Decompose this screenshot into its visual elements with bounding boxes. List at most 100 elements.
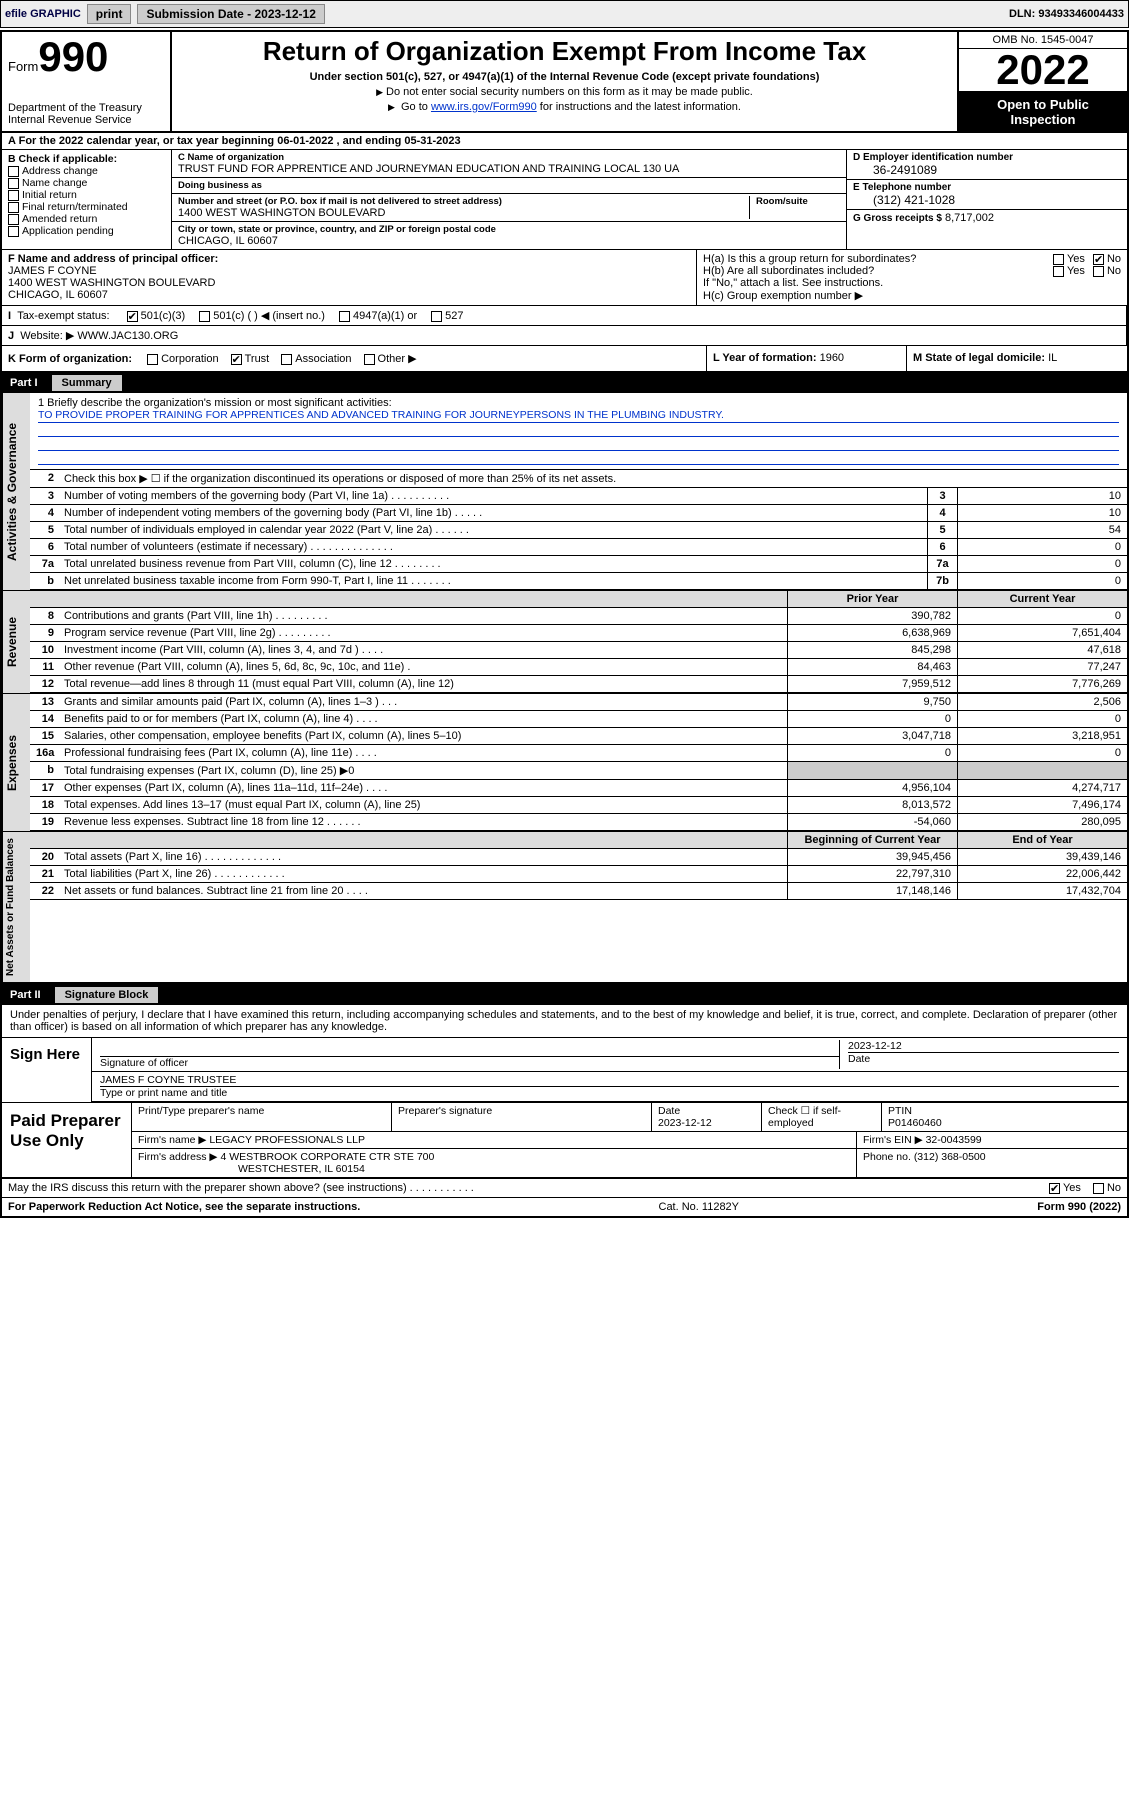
line-num: 20: [30, 849, 60, 865]
current-value: 7,651,404: [957, 625, 1127, 641]
hb-note: If "No," attach a list. See instructions…: [703, 277, 1121, 289]
tax-status-checkbox[interactable]: [431, 311, 442, 322]
fin-row: 14Benefits paid to or for members (Part …: [30, 711, 1127, 728]
line-num: 6: [30, 539, 60, 555]
line-value: 54: [957, 522, 1127, 538]
sig-declaration: Under penalties of perjury, I declare th…: [2, 1005, 1127, 1038]
org-name: TRUST FUND FOR APPRENTICE AND JOURNEYMAN…: [178, 163, 840, 175]
line-text: Total assets (Part X, line 16) . . . . .…: [60, 849, 787, 865]
current-value: 7,776,269: [957, 676, 1127, 692]
tax-status-checkbox[interactable]: [199, 311, 210, 322]
form-org-checkbox[interactable]: [147, 354, 158, 365]
ha-no-checkbox[interactable]: [1093, 254, 1104, 265]
submission-date-button[interactable]: Submission Date - 2023-12-12: [137, 4, 324, 24]
open-inspection: Open to Public Inspection: [959, 93, 1127, 131]
mission-label: 1 Briefly describe the organization's mi…: [38, 397, 1119, 409]
dba-label: Doing business as: [178, 180, 840, 191]
current-value: 39,439,146: [957, 849, 1127, 865]
discuss-no-checkbox[interactable]: [1093, 1183, 1104, 1194]
box-c: C Name of organization TRUST FUND FOR AP…: [172, 150, 847, 249]
firm-name: LEGACY PROFESSIONALS LLP: [209, 1134, 365, 1146]
prior-value: 4,956,104: [787, 780, 957, 796]
checkbox-icon[interactable]: [8, 190, 19, 201]
may-discuss-text: May the IRS discuss this return with the…: [8, 1182, 1049, 1194]
box-h: H(a) Is this a group return for subordin…: [697, 250, 1127, 305]
line-text: Number of voting members of the governin…: [60, 488, 927, 504]
line-num: 2: [30, 470, 60, 487]
may-discuss-row: May the IRS discuss this return with the…: [2, 1179, 1127, 1198]
current-value: 0: [957, 608, 1127, 624]
line-num: 10: [30, 642, 60, 658]
line-value: 0: [957, 539, 1127, 555]
prep-selfemp: Check ☐ if self-employed: [762, 1103, 882, 1131]
part2-num: Part II: [10, 989, 51, 1001]
prior-value: 6,638,969: [787, 625, 957, 641]
line-value: 10: [957, 488, 1127, 504]
line-num: 15: [30, 728, 60, 744]
form-990: Form 990 Department of the Treasury Inte…: [0, 30, 1129, 1218]
box-b-option: Amended return: [8, 213, 165, 225]
tax-status-checkbox[interactable]: [127, 311, 138, 322]
box-b-header: B Check if applicable:: [8, 153, 165, 165]
mission-line2: [38, 423, 1119, 437]
checkbox-icon[interactable]: [8, 202, 19, 213]
line-text: Program service revenue (Part VIII, line…: [60, 625, 787, 641]
box-b-option: Address change: [8, 165, 165, 177]
form-org-checkbox[interactable]: [231, 354, 242, 365]
fin-row: 20Total assets (Part X, line 16) . . . .…: [30, 849, 1127, 866]
org-name-label: C Name of organization: [178, 152, 840, 163]
vtab-expenses: Expenses: [2, 694, 30, 831]
efile-label[interactable]: efile GRAPHIC: [5, 8, 81, 20]
prior-value: 9,750: [787, 694, 957, 710]
form-label: Form: [8, 59, 38, 74]
sig-date-label: Date: [848, 1052, 1119, 1065]
line-num: 9: [30, 625, 60, 641]
checkbox-icon[interactable]: [8, 178, 19, 189]
vtab-governance: Activities & Governance: [2, 393, 30, 590]
current-value: 7,496,174: [957, 797, 1127, 813]
box-b-option: Initial return: [8, 189, 165, 201]
line-num: 4: [30, 505, 60, 521]
ptin-hdr: PTIN: [888, 1105, 1121, 1117]
officer-name: JAMES F COYNE: [8, 265, 690, 277]
line-text: Number of independent voting members of …: [60, 505, 927, 521]
suite-label: Room/suite: [756, 196, 840, 207]
hb-yes-checkbox[interactable]: [1053, 266, 1064, 277]
current-year-hdr: Current Year: [957, 591, 1127, 607]
summary-row: 4Number of independent voting members of…: [30, 505, 1127, 522]
prior-value: 0: [787, 711, 957, 727]
irs-link[interactable]: www.irs.gov/Form990: [431, 101, 537, 113]
goto-pre: Go to: [401, 101, 431, 113]
line-num: b: [30, 762, 60, 779]
current-value: 0: [957, 711, 1127, 727]
line-text: Salaries, other compensation, employee b…: [60, 728, 787, 744]
checkbox-icon[interactable]: [8, 166, 19, 177]
line-text: Total revenue—add lines 8 through 11 (mu…: [60, 676, 787, 692]
checkbox-icon[interactable]: [8, 214, 19, 225]
paid-preparer-block: Paid Preparer Use Only Print/Type prepar…: [2, 1103, 1127, 1179]
phone-label: E Telephone number: [853, 182, 1121, 193]
prior-value: 7,959,512: [787, 676, 957, 692]
tax-status-checkbox[interactable]: [339, 311, 350, 322]
form-title: Return of Organization Exempt From Incom…: [180, 36, 949, 67]
firm-ein: 32-0043599: [926, 1134, 982, 1146]
line-value: 0: [957, 573, 1127, 589]
line-box: 7a: [927, 556, 957, 572]
checkbox-icon[interactable]: [8, 226, 19, 237]
line-text: Revenue less expenses. Subtract line 18 …: [60, 814, 787, 830]
firm-ein-label: Firm's EIN ▶: [863, 1134, 923, 1146]
begin-year-hdr: Beginning of Current Year: [787, 832, 957, 848]
print-button[interactable]: print: [87, 4, 132, 24]
form-org-checkbox[interactable]: [281, 354, 292, 365]
current-value: 77,247: [957, 659, 1127, 675]
line-text: Grants and similar amounts paid (Part IX…: [60, 694, 787, 710]
line-text: Total liabilities (Part X, line 26) . . …: [60, 866, 787, 882]
form-org-checkbox[interactable]: [364, 354, 375, 365]
prior-year-hdr: Prior Year: [787, 591, 957, 607]
hb-no-checkbox[interactable]: [1093, 266, 1104, 277]
ha-yes-checkbox[interactable]: [1053, 254, 1064, 265]
line-text: Investment income (Part VIII, column (A)…: [60, 642, 787, 658]
header-left: Form 990 Department of the Treasury Inte…: [2, 32, 172, 131]
line-text: Total number of volunteers (estimate if …: [60, 539, 927, 555]
discuss-yes-checkbox[interactable]: [1049, 1183, 1060, 1194]
